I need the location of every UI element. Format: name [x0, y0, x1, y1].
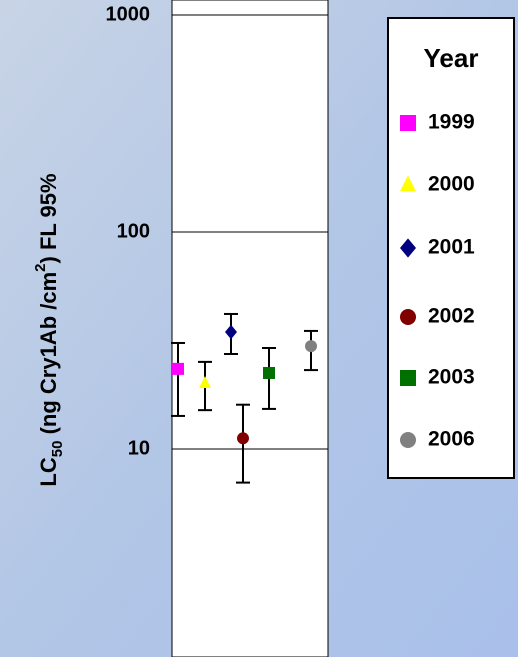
- y-axis-label-part: LC: [36, 457, 61, 486]
- legend-marker: [400, 370, 416, 386]
- y-tick-label: 1000: [106, 3, 151, 25]
- y-axis-label-part: ) FL 95%: [36, 173, 61, 263]
- legend-marker: [400, 115, 416, 131]
- legend-title: Year: [424, 43, 479, 73]
- data-point: [305, 340, 317, 352]
- plot-area: [172, 0, 328, 657]
- y-axis-label-part: (ng Cry1Ab /cm: [36, 272, 61, 441]
- legend-label: 2006: [428, 428, 475, 451]
- y-tick-label: 10: [128, 437, 150, 459]
- data-point: [263, 367, 275, 379]
- y-tick-label: 100: [117, 220, 150, 242]
- legend-label: 2002: [428, 305, 475, 328]
- chart: LC50 (ng Cry1Ab /cm2) FL 95% Year 10 100 1…: [0, 0, 518, 657]
- legend-label: 2000: [428, 173, 475, 196]
- legend-label: 2003: [428, 366, 475, 389]
- y-axis-label-part: 2: [32, 264, 49, 272]
- legend-label: 1999: [428, 111, 475, 134]
- legend-label: 2001: [428, 236, 475, 259]
- y-axis-label-part: 50: [49, 441, 66, 458]
- data-point: [172, 363, 184, 375]
- legend-marker: [400, 432, 416, 448]
- legend-marker: [400, 309, 416, 325]
- data-point: [237, 432, 249, 444]
